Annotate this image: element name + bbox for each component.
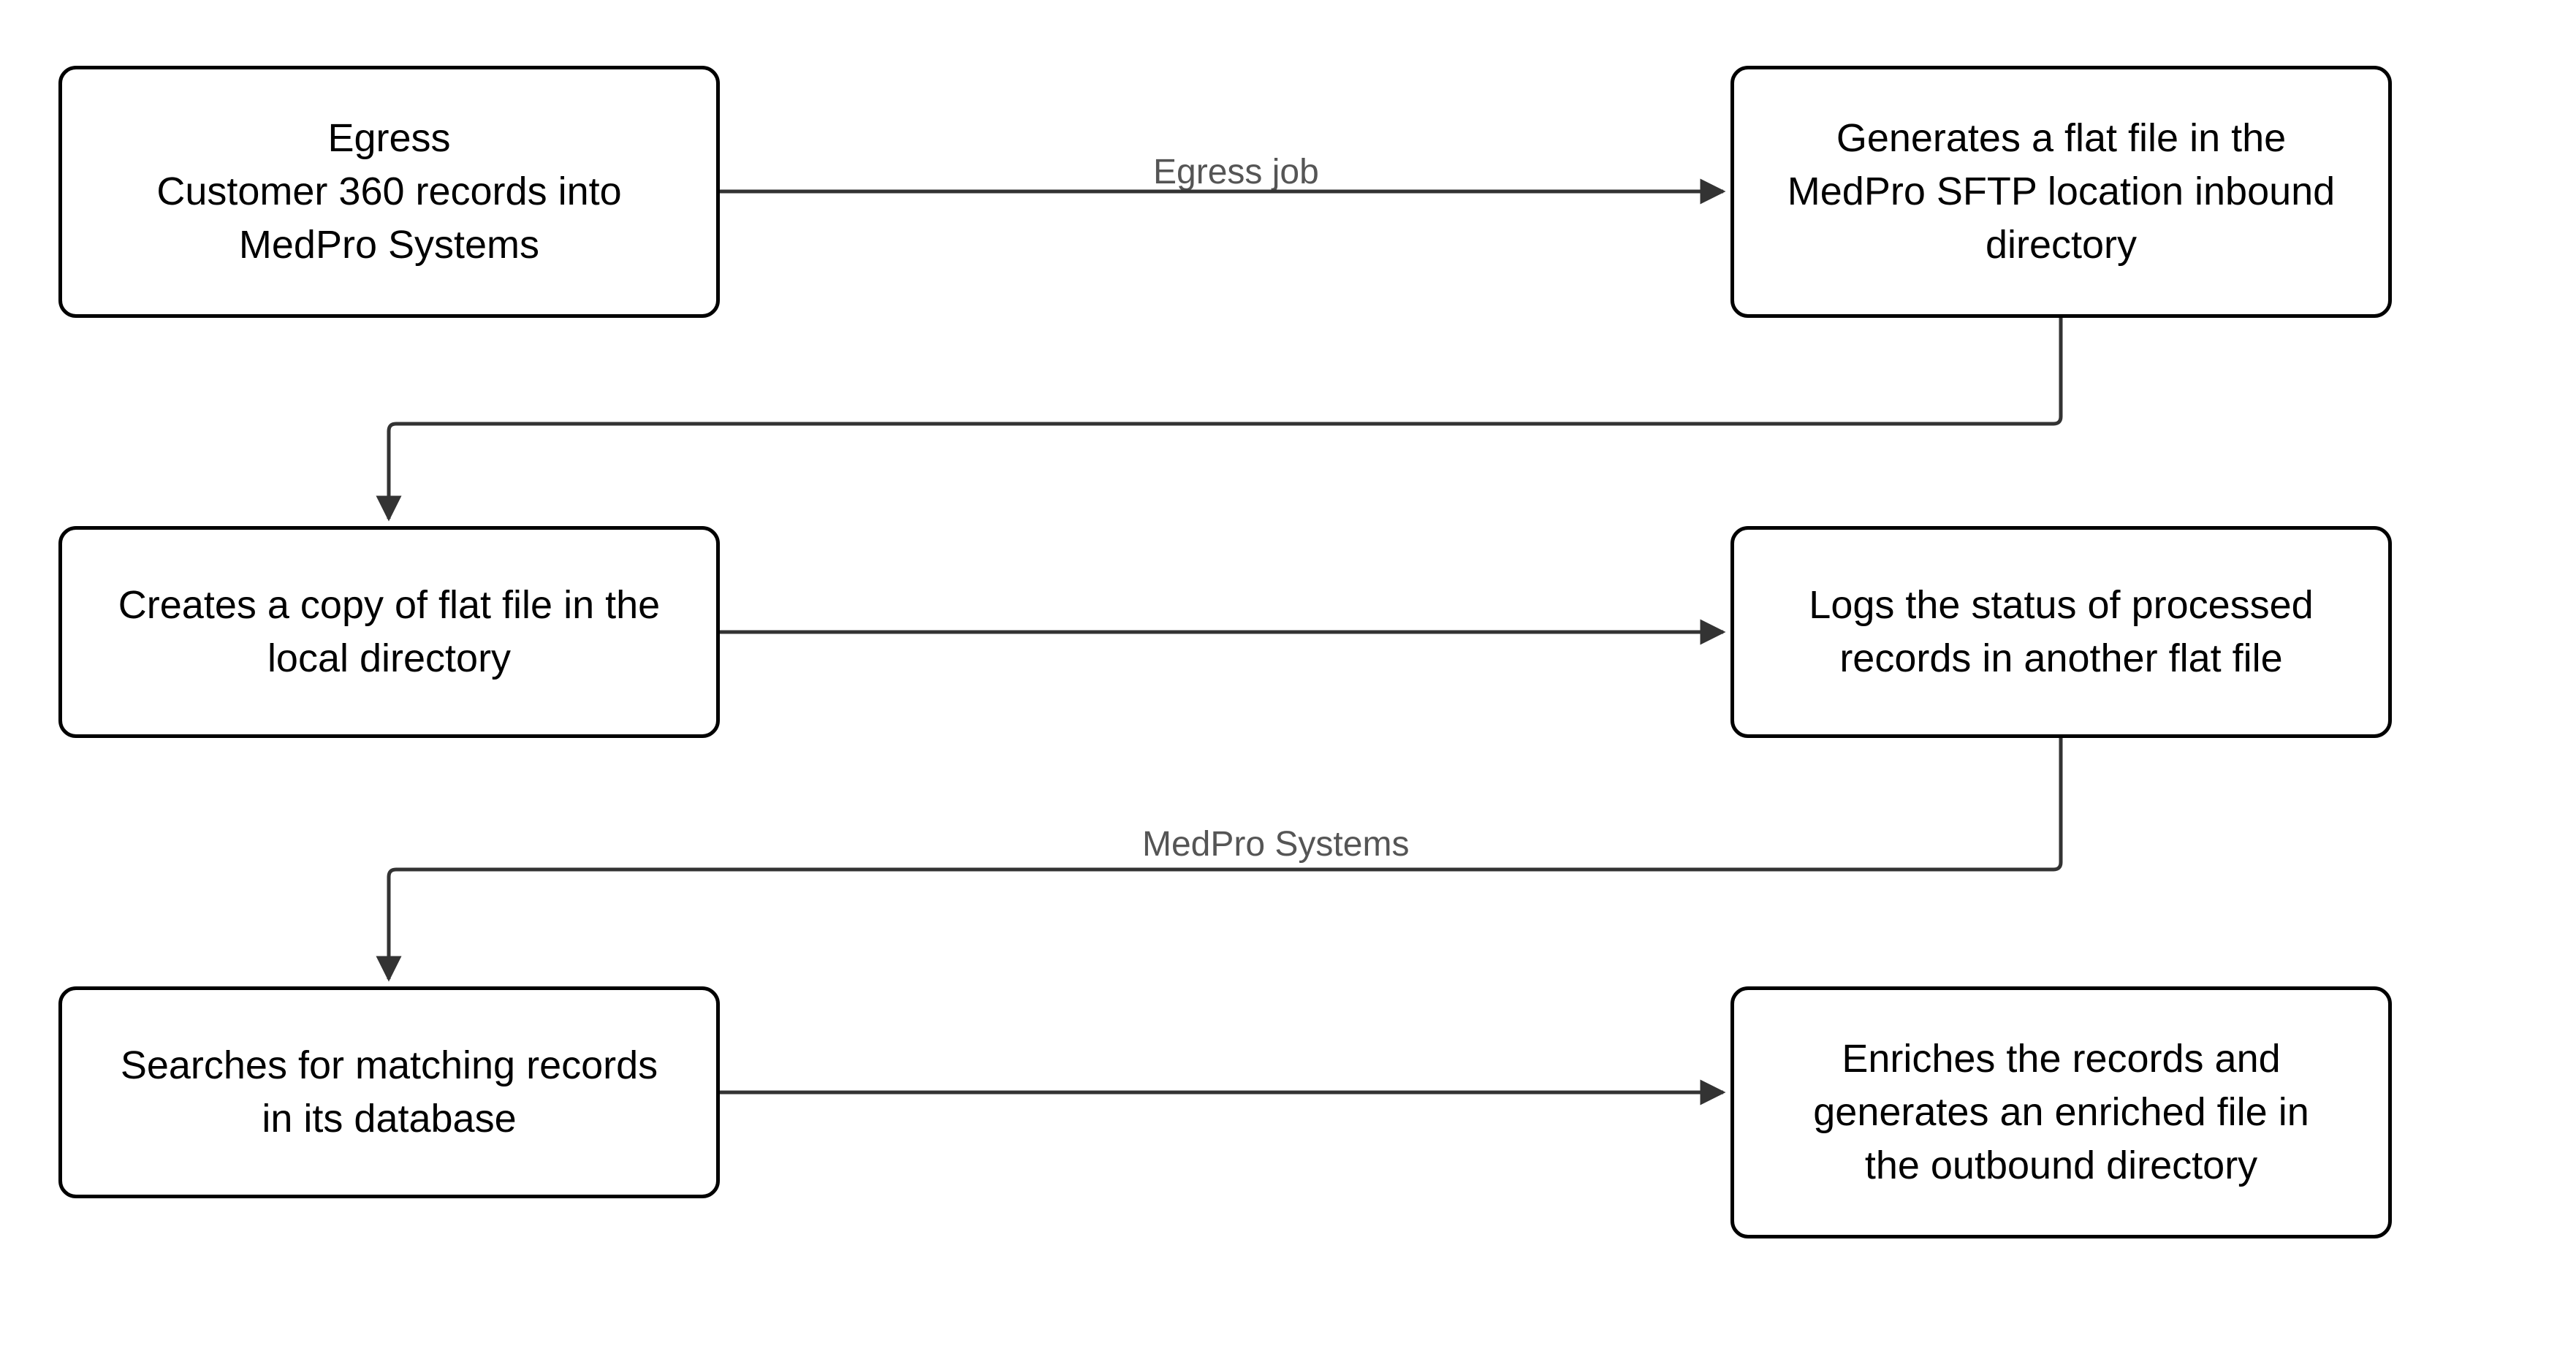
flow-node-1: EgressCustomer 360 records intoMedPro Sy… [58, 66, 720, 318]
edge-label-1: Egress job [1147, 152, 1325, 192]
edge-label-4: MedPro Systems [1136, 824, 1415, 864]
flow-node-3: Creates a copy of flat file in thelocal … [58, 526, 720, 738]
flow-node-4: Logs the status of processedrecords in a… [1730, 526, 2392, 738]
flow-node-6: Enriches the records andgenerates an enr… [1730, 986, 2392, 1238]
flow-node-6-text: Enriches the records andgenerates an enr… [1813, 1032, 2309, 1192]
flow-node-1-text: EgressCustomer 360 records intoMedPro Sy… [156, 112, 621, 272]
edge-2 [389, 318, 2061, 519]
flow-node-5: Searches for matching recordsin its data… [58, 986, 720, 1198]
flow-node-3-text: Creates a copy of flat file in thelocal … [118, 579, 660, 685]
flow-node-5-text: Searches for matching recordsin its data… [121, 1039, 658, 1146]
flow-node-2-text: Generates a flat file in theMedPro SFTP … [1787, 112, 2335, 272]
flow-node-4-text: Logs the status of processedrecords in a… [1809, 579, 2313, 685]
flow-node-2: Generates a flat file in theMedPro SFTP … [1730, 66, 2392, 318]
